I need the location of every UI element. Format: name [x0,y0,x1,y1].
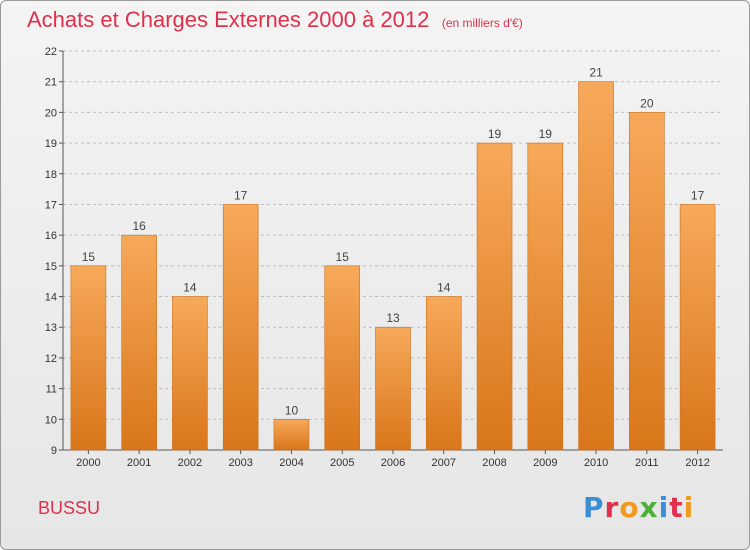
bar [578,81,614,451]
data-label: 16 [132,219,146,233]
data-label: 19 [488,127,502,141]
bar [172,296,208,451]
data-label: 10 [285,403,299,417]
x-tick-label: 2010 [584,457,608,469]
x-tick-label: 2006 [381,457,405,469]
bar [222,204,259,451]
chart-title: Achats et Charges Externes 2000 à 2012 [27,7,430,32]
x-tick-label: 2008 [482,457,506,469]
bar [527,142,564,451]
brand-letter: o [619,491,640,524]
bar [629,112,665,451]
data-label: 15 [336,250,350,264]
bar [425,296,462,451]
y-tick-label: 17 [45,199,57,211]
brand-letter: x [639,491,659,524]
x-tick-label: 2000 [76,457,100,469]
y-tick-label: 16 [45,230,57,242]
data-label: 14 [437,281,451,295]
x-tick-label: 2007 [432,457,456,469]
data-label: 17 [234,188,248,202]
data-label: 15 [82,250,96,264]
y-tick-label: 22 [45,46,57,58]
bar [324,265,361,451]
x-tick-label: 2001 [127,457,151,469]
title-row: Achats et Charges Externes 2000 à 2012 (… [27,7,523,33]
city-label: BUSSU [38,498,101,518]
brand-letter: r [604,491,620,524]
y-tick-label: 12 [45,353,57,365]
y-tick-label: 11 [46,384,57,396]
bars [70,81,716,451]
brand-letter: i [658,491,670,524]
x-tick-label: 2009 [533,457,557,469]
y-tick-label: 15 [45,261,57,273]
chart-subtitle: (en milliers d'€) [441,16,523,30]
brand-letter: P [583,491,605,524]
brand-logo: Proxiti [583,491,694,524]
bar [679,204,716,451]
y-tick-label: 13 [45,322,57,334]
bar [70,265,107,451]
x-tick-label: 2004 [279,457,303,469]
brand-letter: i [683,491,695,524]
x-tick-label: 2005 [330,457,354,469]
data-labels: 15 16 14 17 10 15 13 14 19 19 21 20 17 [82,66,705,418]
y-tick-label: 19 [45,138,57,150]
brand-letter: t [669,491,684,524]
data-label: 14 [183,281,197,295]
x-tick-label: 2011 [635,457,659,469]
data-label: 19 [539,127,553,141]
y-tick-label: 10 [45,414,57,426]
y-tick-label: 20 [45,107,57,119]
data-label: 17 [691,188,705,202]
y-tick-label: 14 [45,292,57,304]
y-tick-label: 21 [45,77,57,89]
x-tick-label: 2012 [685,457,709,469]
bar [273,419,310,451]
data-label: 20 [640,96,654,110]
data-label: 13 [386,311,400,325]
x-tick-label: 2003 [228,457,252,469]
y-tick-label: 18 [45,169,57,181]
y-tick-label: 9 [51,445,57,457]
bar [121,234,157,451]
data-label: 21 [589,66,603,80]
bar [375,326,411,451]
x-tick-label: 2002 [178,457,202,469]
bar [476,142,513,451]
